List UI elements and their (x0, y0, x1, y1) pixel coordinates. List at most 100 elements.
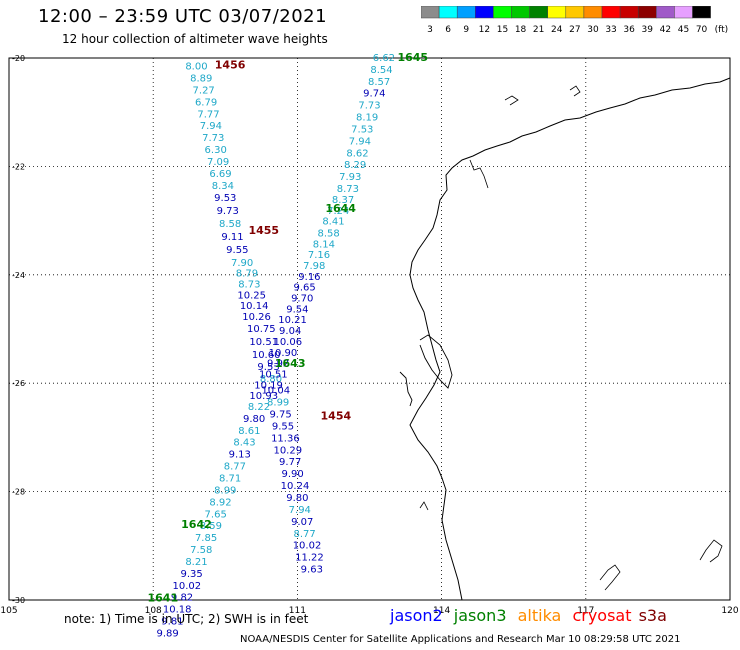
page-subtitle: 12 hour collection of altimeter wave hei… (62, 32, 328, 46)
wave-height-label: 8.62 (346, 148, 368, 159)
wave-height-label: 8.57 (368, 77, 390, 88)
wave-height-label: 8.00 (185, 62, 207, 73)
wave-height-label: 7.16 (308, 250, 330, 261)
wave-height-label: 9.53 (257, 362, 279, 373)
wave-height-label: 7.27 (193, 85, 215, 96)
wave-height-label: 9.81 (161, 617, 183, 628)
page-title: 12:00 – 23:59 UTC 03/07/2021 (38, 6, 328, 27)
wave-height-label: 7.90 (231, 258, 253, 269)
footer-note: note: 1) Time is in UTC; 2) SWH is in fe… (64, 612, 309, 626)
coastline (409, 77, 731, 601)
wave-height-label: 10.04 (261, 386, 290, 397)
time-label: 1644 (325, 202, 356, 215)
legend-label: 33 (605, 25, 616, 35)
lon-tick-label: 108 (145, 606, 162, 616)
wave-height-label: 8.41 (322, 217, 344, 228)
wave-height-label: 10.02 (173, 581, 202, 592)
wave-height-label: 8.73 (238, 279, 260, 290)
wave-height-label: 9.90 (281, 469, 303, 480)
wave-height-label: 8.43 (233, 438, 255, 449)
wave-height-label: 8.80 (260, 374, 282, 385)
wave-height-label: 10.26 (242, 312, 271, 323)
wave-height-label: 9.53 (214, 193, 236, 204)
wave-height-label: 10.21 (278, 315, 307, 326)
color-legend: 3 6 9 12 15 18 21 24 27 30 33 36 39 42 45 70 (ft) (421, 6, 729, 35)
lat-tick-label: -26 (12, 379, 25, 388)
wave-height-label: 9.82 (171, 593, 193, 604)
wave-height-label: 8.92 (209, 497, 231, 508)
time-label: 1641 (148, 591, 179, 604)
satellite-cryosat: cryosat (572, 606, 632, 625)
time-label: 1455 (248, 224, 279, 237)
abrolhos-islands (419, 501, 429, 511)
legend-label: 30 (587, 25, 599, 35)
wave-height-label: 9.55 (226, 245, 248, 256)
wave-height-label: 7.73 (202, 133, 224, 144)
wave-height-label: 9.16 (298, 272, 320, 283)
wave-height-label: 10.24 (281, 481, 310, 492)
wave-height-label: 8.61 (238, 426, 260, 437)
time-label: 1645 (397, 51, 428, 64)
wave-height-label: 8.79 (236, 269, 258, 280)
time-label: 1454 (321, 410, 352, 423)
legend-label: 70 (696, 25, 708, 35)
wave-height-label: 8.37 (332, 195, 354, 206)
wave-height-label: 10.90 (269, 348, 298, 359)
legend-label: 24 (551, 25, 563, 35)
wave-height-label: 9.55 (272, 421, 294, 432)
wave-height-label: 10.60 (252, 350, 281, 361)
wave-height-label: 9.63 (301, 565, 323, 576)
legend-label: 3 (427, 25, 433, 35)
wave-height-label: 7.53 (351, 124, 373, 135)
wave-height-label: 10.93 (249, 391, 278, 402)
lat-tick-label: -24 (12, 271, 25, 280)
wave-height-label: 7.73 (358, 101, 380, 112)
wave-height-label: 7.24 (327, 206, 349, 217)
legend-label: 12 (479, 25, 490, 35)
legend-unit: (ft) (715, 25, 729, 35)
wave-height-label: 10.19 (254, 380, 283, 391)
barrow-island (504, 95, 519, 106)
wave-height-label: 10.51 (259, 369, 288, 380)
wave-height-label: 8.77 (224, 462, 246, 473)
satellite-legend: jason2 jason3 altika cryosat s3a (390, 606, 667, 625)
wave-height-label: 7.94 (289, 505, 311, 516)
legend-swatch (692, 6, 711, 19)
time-label: 1643 (275, 357, 306, 370)
lon-tick-label: 120 (721, 606, 738, 616)
legend-label: 39 (642, 25, 654, 35)
time-label: 1456 (215, 59, 246, 72)
wave-height-label: 10.18 (163, 605, 192, 616)
lon-tick-label: 117 (577, 606, 594, 616)
wave-height-label: 9.54 (286, 304, 308, 315)
wave-height-label: 11.36 (271, 433, 300, 444)
wave-height-label: 9.73 (217, 206, 239, 217)
time-label: 1642 (181, 518, 212, 531)
legend-label: 15 (497, 25, 508, 35)
wave-height-label: 9.80 (243, 414, 265, 425)
wave-height-label: 10.06 (273, 337, 302, 348)
wave-height-label: 9.74 (363, 89, 385, 100)
wave-height-label: 7.77 (197, 109, 219, 120)
satellite-altika: altika (517, 606, 562, 625)
wave-height-label: 7.98 (303, 261, 325, 272)
wave-height-label: 6.62 (373, 53, 395, 64)
wave-height-label: 7.94 (349, 136, 371, 147)
wave-height-label: 6.69 (209, 169, 231, 180)
legend-label: 6 (445, 25, 451, 35)
legend-label: 42 (660, 25, 671, 35)
wave-height-label: 9.07 (291, 517, 313, 528)
wave-height-label: 9.35 (181, 569, 203, 580)
shark-bay-outline (419, 334, 453, 389)
wave-height-label: 8.54 (370, 65, 392, 76)
wave-height-label: 10.29 (273, 445, 302, 456)
wave-height-label: 10.75 (247, 324, 276, 335)
wave-height-label: 7.58 (190, 545, 212, 556)
wave-height-label: 8.59 (200, 521, 222, 532)
wave-height-label: 9.65 (293, 283, 315, 294)
wave-height-label: 8.34 (212, 181, 234, 192)
wave-height-label: 9.89 (156, 629, 178, 640)
wave-height-label: 9.04 (279, 326, 301, 337)
wave-height-label: 6.30 (205, 145, 227, 156)
